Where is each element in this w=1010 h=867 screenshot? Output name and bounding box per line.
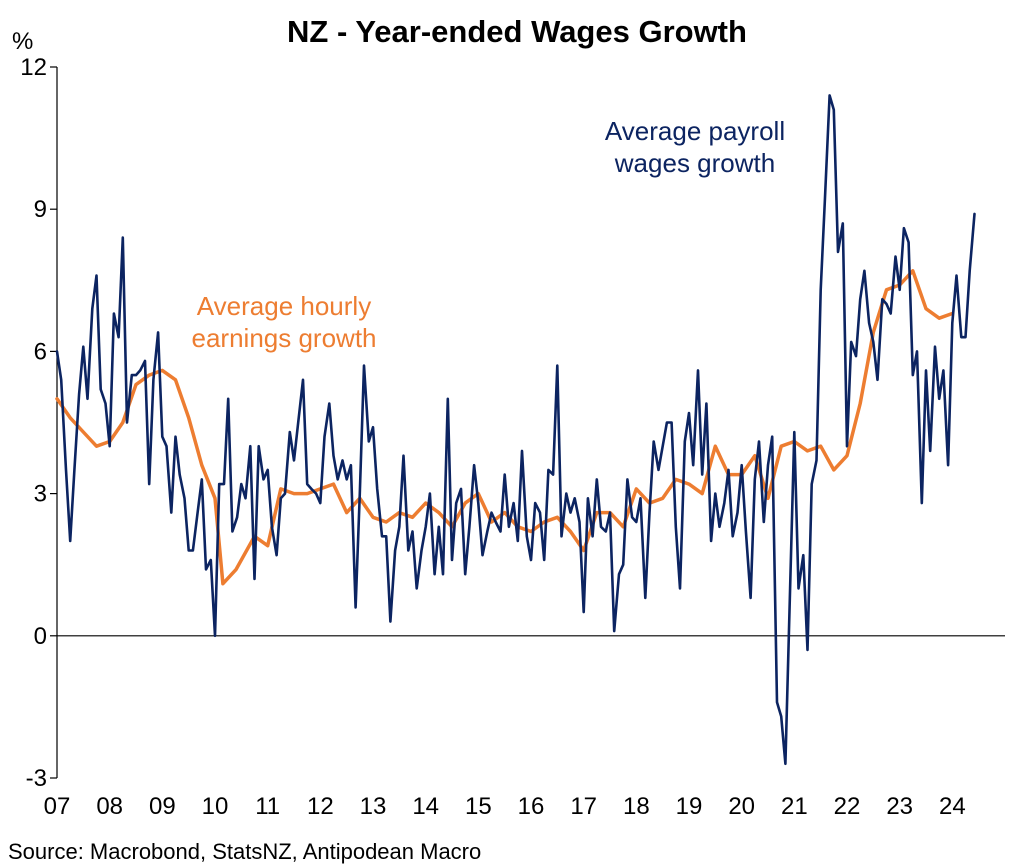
source-note: Source: Macrobond, StatsNZ, Antipodean M… [8,839,481,864]
chart-title: NZ - Year-ended Wages Growth [287,14,747,49]
x-tick-label: 10 [202,793,229,820]
series-line-average-payroll-wages [55,94,976,766]
x-tick-label: 15 [465,793,492,820]
x-tick-label: 21 [781,793,808,820]
annotation-average-payroll-wages: Average payroll wages growth [605,116,785,178]
x-tick-label: 18 [623,793,650,820]
y-axis-unit-label: % [12,28,33,55]
x-tick-label: 08 [96,793,123,820]
annotation-line: Average payroll [605,116,785,146]
series-layer [55,94,976,766]
x-tick-label: 12 [307,793,334,820]
annotation-average-hourly-earnings: Average hourly earnings growth [192,291,377,353]
y-tick-label: 12 [20,54,47,81]
x-tick-label: 16 [518,793,545,820]
x-tick-label: 19 [676,793,703,820]
y-tick-label: 9 [34,196,47,223]
y-tick-label: 0 [34,623,47,650]
x-tick-label: 09 [149,793,176,820]
annotation-line: earnings growth [192,323,377,353]
x-tick-label: 07 [44,793,71,820]
series-line-average-hourly-earnings [55,269,955,586]
x-tick-label: 13 [360,793,387,820]
x-tick-label: 11 [255,793,280,820]
y-axis: -3 0 3 6 9 12 [20,54,57,792]
annotation-line: wages growth [614,148,775,178]
y-tick-label: -3 [26,765,47,792]
x-tick-label: 20 [728,793,755,820]
x-tick-label: 23 [886,793,913,820]
x-axis: 07 08 09 10 11 12 13 14 15 16 17 18 19 20 21 22 23 24 [44,793,966,820]
x-tick-label: 14 [412,793,439,820]
y-tick-label: 3 [34,481,47,508]
x-tick-label: 24 [939,793,966,820]
annotation-line: Average hourly [197,291,371,321]
y-tick-label: 6 [34,338,47,365]
x-tick-label: 17 [570,793,597,820]
x-tick-label: 22 [834,793,861,820]
